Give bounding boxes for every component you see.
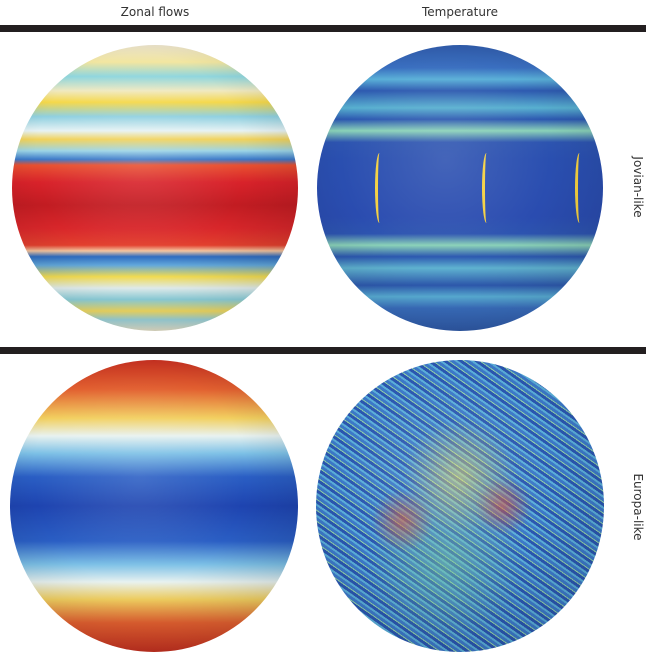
- divider-middle: [0, 347, 646, 354]
- temperature-front-arc: [375, 153, 384, 223]
- europa-zonal-flows-sphere: [10, 360, 298, 652]
- divider-top: [0, 25, 646, 32]
- column-label-temperature: Temperature: [421, 5, 498, 19]
- temperature-front-arc: [482, 153, 491, 223]
- row-label-jovian: Jovian-like: [631, 156, 645, 218]
- europa-temperature-sphere: [316, 360, 604, 652]
- jovian-temperature-sphere: [317, 45, 603, 331]
- temperature-front-arc: [575, 153, 584, 223]
- jovian-zonal-flows-sphere: [12, 45, 298, 331]
- row-label-europa: Europa-like: [631, 473, 645, 541]
- column-label-zonal-flows: Zonal flows: [120, 5, 190, 19]
